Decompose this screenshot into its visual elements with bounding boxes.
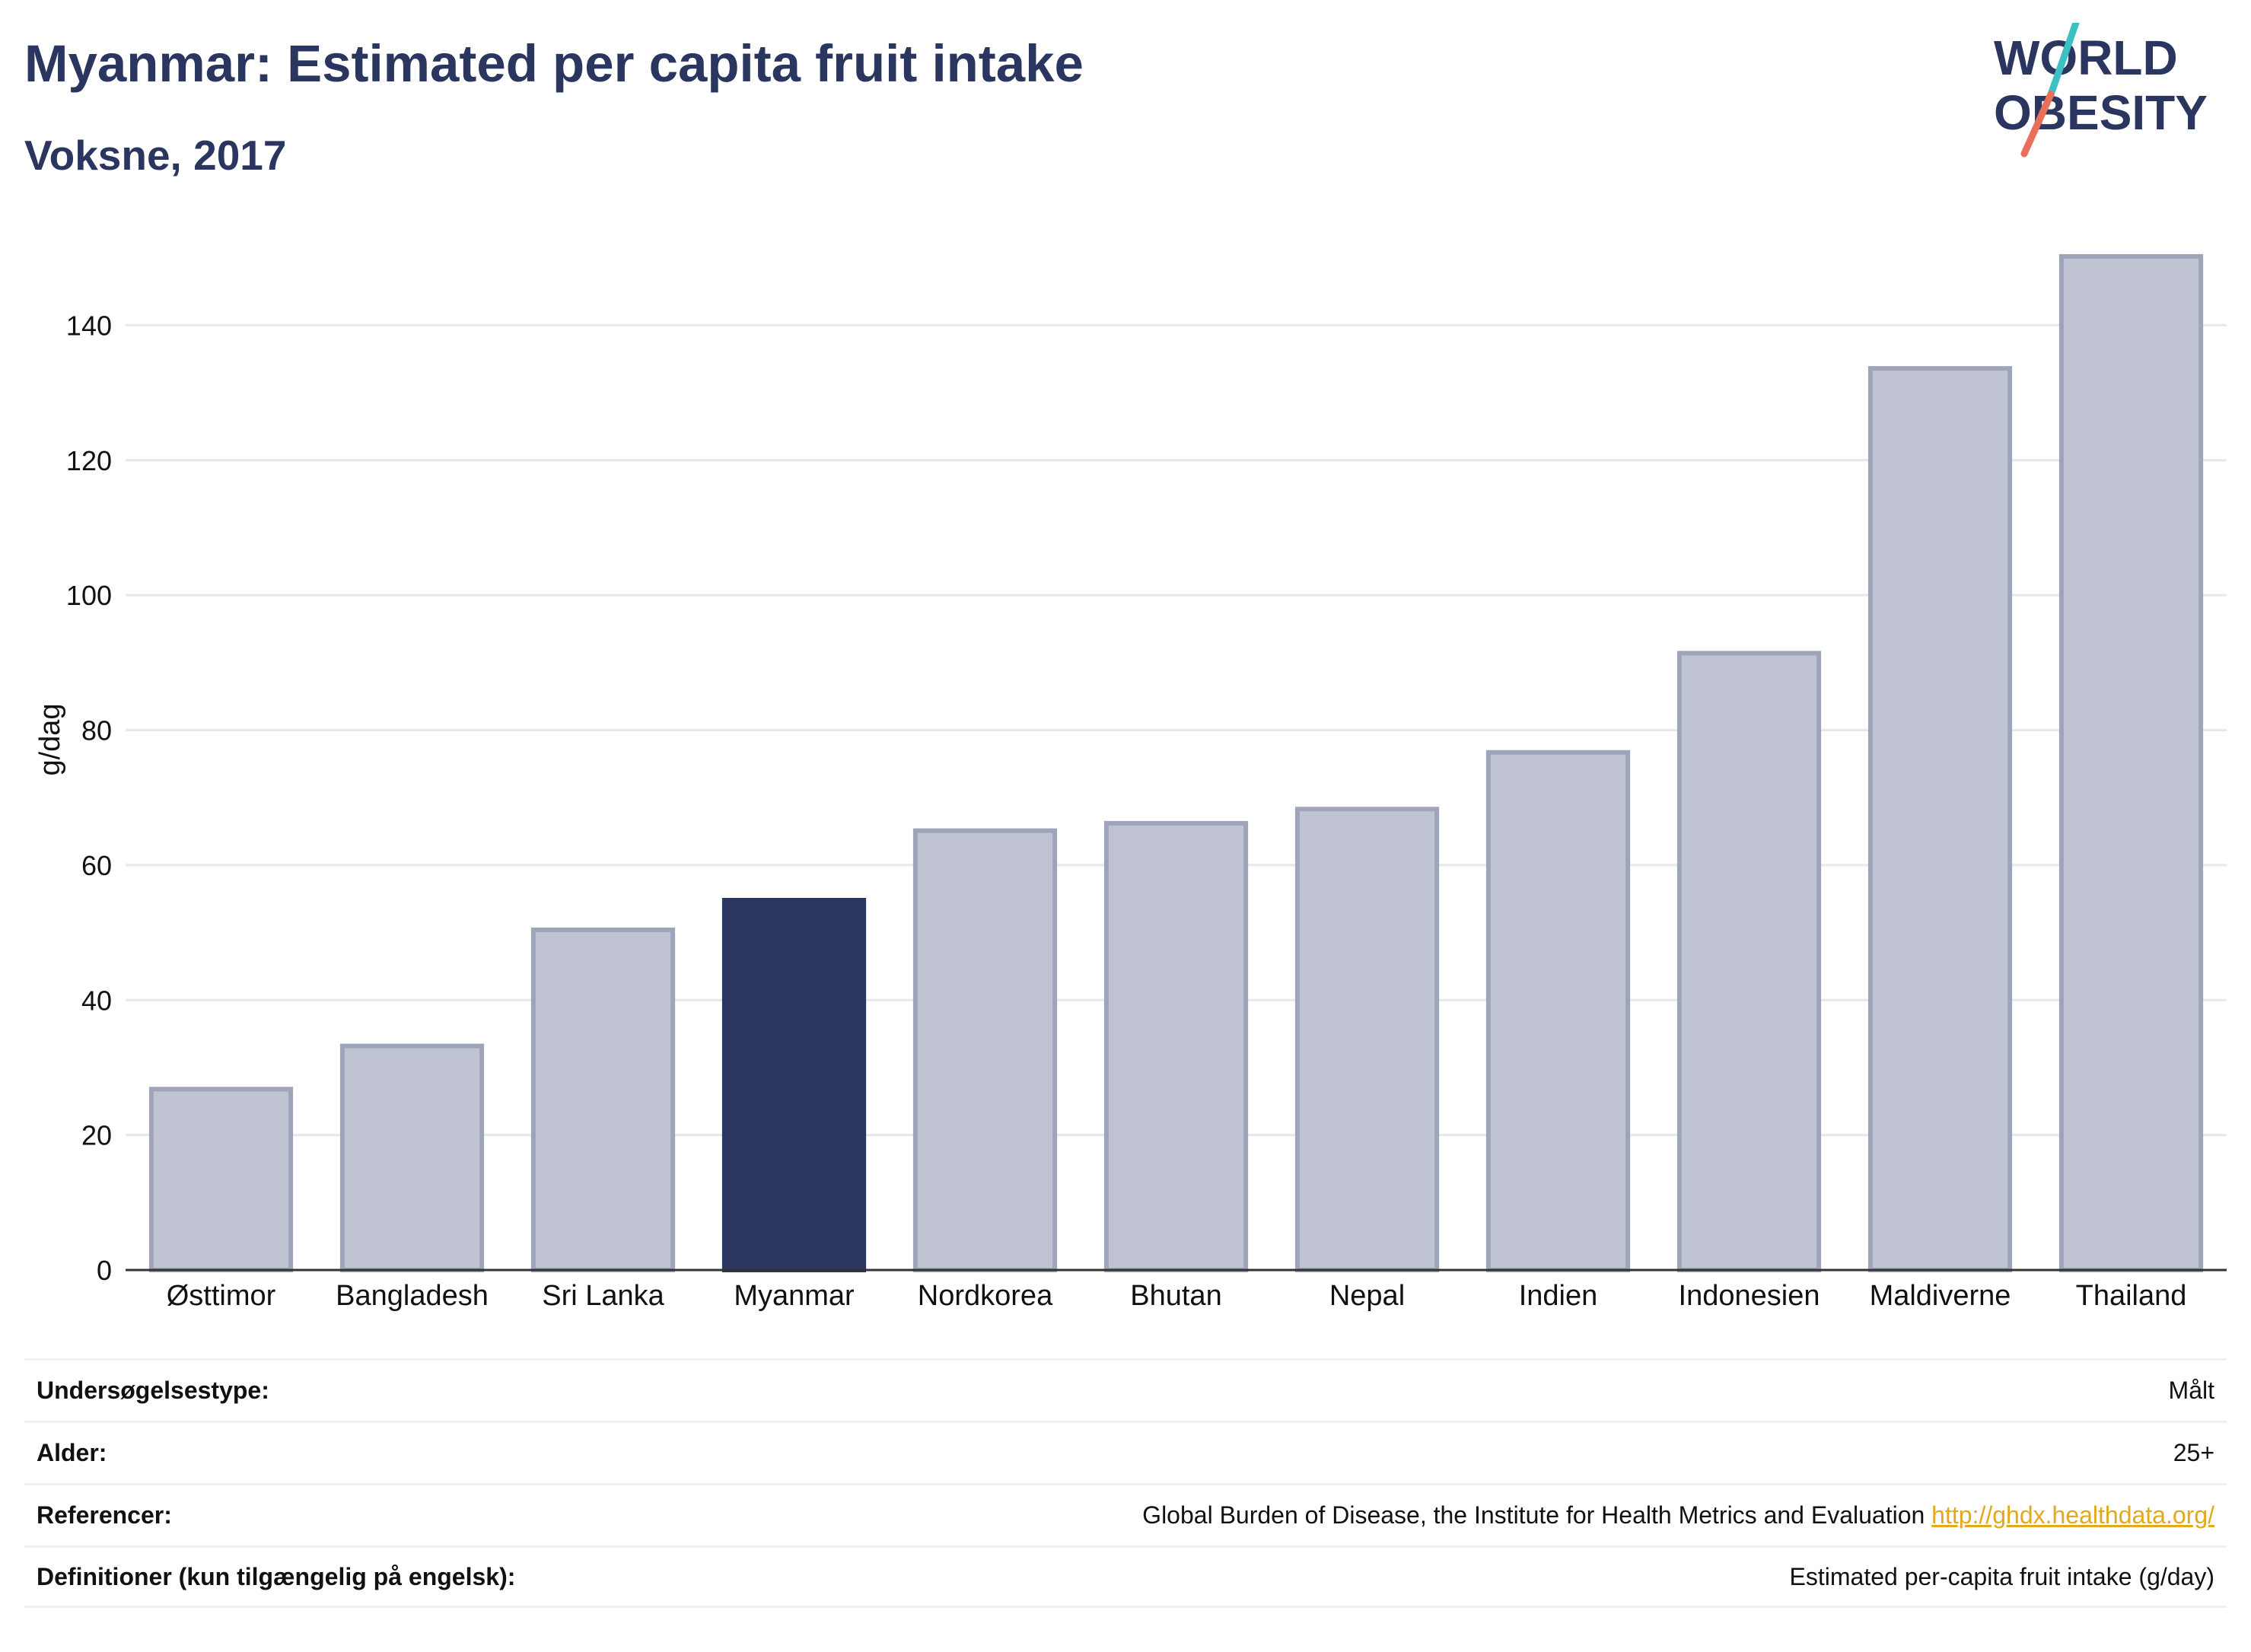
y-tick-label: 40 [81,985,112,1016]
info-value: Målt [2168,1377,2214,1404]
page-title: Myanmar: Estimated per capita fruit inta… [24,34,1084,93]
bar-østtimor [148,1087,294,1272]
bar-thailand [2058,253,2204,1273]
y-tick-label: 100 [66,580,112,611]
bar-myanmar [721,897,867,1273]
info-value-group: Global Burden of Disease, the Institute … [1142,1501,2214,1529]
logo-slash-top [2047,23,2080,98]
bar-maldiverne [1867,366,2013,1272]
info-label: Undersøgelsestype: [37,1377,269,1404]
x-tick-label: Sri Lanka [542,1280,664,1312]
x-tick-labels: Østtimor Bangladesh Sri Lanka Myanmar Nordko… [167,1280,2187,1312]
y-tick-label: 60 [81,850,112,881]
logo-slash-bottom [2020,91,2055,158]
y-tick-label: 80 [81,715,112,746]
x-tick-label: Myanmar [734,1280,855,1312]
page-subtitle: Voksne, 2017 [24,132,287,179]
bar-indonesien [1676,651,1822,1272]
x-tick-label: Bangladesh [336,1280,489,1312]
info-row-definitions: Definitioner (kun tilgængelig på engelsk… [24,1545,2227,1608]
y-tick-label: 140 [66,310,112,341]
y-tick-labels: 0 20 40 60 80 100 120 140 [66,310,112,1286]
info-label: Alder: [37,1439,107,1466]
x-tick-label: Indonesien [1679,1280,1820,1312]
bar-bangladesh [339,1043,485,1272]
info-row-age: Alder: 25+ [24,1421,2227,1483]
y-tick-label: 0 [97,1255,112,1286]
info-row-references: Referencer: Global Burden of Disease, th… [24,1483,2227,1545]
bar-chart: 0 20 40 60 80 100 120 140 Østtimor Bangladesh Sri… [34,253,2227,1312]
bars [148,253,2204,1273]
x-tick-label: Østtimor [167,1280,276,1312]
x-tick-label: Nordkorea [918,1280,1053,1312]
reference-link[interactable]: http://ghdx.healthdata.org/ [1931,1501,2214,1529]
x-tick-label: Indien [1519,1280,1598,1312]
bar-nordkorea [912,828,1058,1273]
y-tick-label: 20 [81,1120,112,1151]
info-value: Global Burden of Disease, the Institute … [1142,1501,1925,1529]
bar-sri-lanka [530,928,676,1272]
bar-indien [1485,750,1631,1272]
logo-line1: WORLD [1994,30,2178,85]
bar-nepal [1294,807,1440,1272]
info-row-survey-type: Undersøgelsestype: Målt [24,1358,2227,1421]
info-value: 25+ [2173,1439,2214,1466]
info-value: Estimated per-capita fruit intake (g/day… [1789,1562,2214,1590]
y-tick-label: 120 [66,445,112,476]
x-tick-label: Maldiverne [1870,1280,2011,1312]
info-label: Referencer: [37,1501,172,1529]
x-tick-label: Bhutan [1130,1280,1221,1312]
x-tick-label: Thailand [2076,1280,2187,1312]
logo-line2: OBESITY [1994,85,2208,140]
x-tick-label: Nepal [1329,1280,1405,1312]
info-table: Undersøgelsestype: Målt Alder: 25+ Refer… [24,1358,2227,1608]
info-label: Definitioner (kun tilgængelig på engelsk… [37,1562,516,1590]
y-axis-label: g/dag [34,703,66,775]
bar-bhutan [1103,820,1249,1273]
world-obesity-logo: WORLD OBESITY [1994,23,2208,158]
